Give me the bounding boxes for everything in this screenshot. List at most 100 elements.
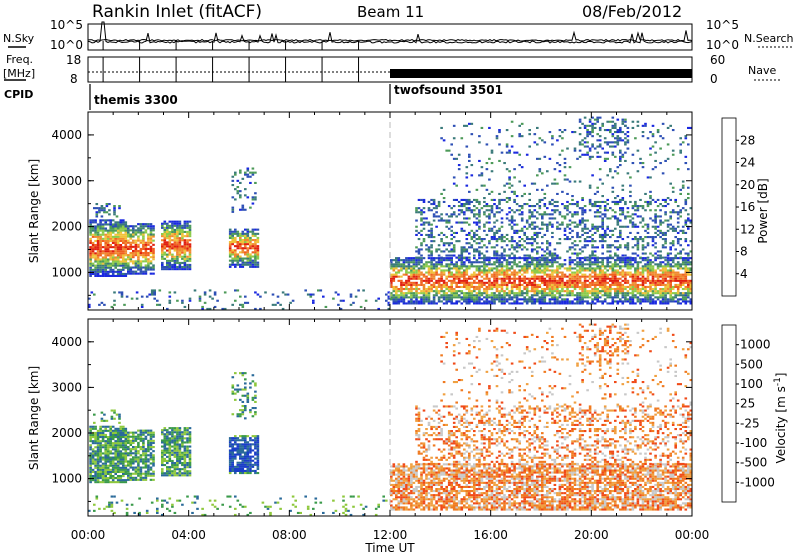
echo-cell [566,267,569,270]
echo-cell [601,263,604,266]
echo-cell [470,292,474,295]
echo-cell [91,229,95,232]
echo-cell [581,265,584,268]
echo-cell [621,225,625,228]
echo-cell [603,141,607,144]
echo-cell [508,263,511,266]
echo-cell [228,247,232,250]
echo-cell [420,219,423,222]
echo-cell [139,264,143,267]
echo-cell [510,246,514,249]
echo-cell [513,292,516,295]
echo-cell [543,269,547,272]
echo-cell [490,298,494,301]
echo-cell [588,263,592,266]
echo-cell [94,270,97,273]
echo-cell [198,295,202,298]
echo-cell [490,283,494,286]
echo-cell [616,269,620,272]
echo-cell [636,149,640,152]
echo-cell [427,254,431,257]
echo-cell [236,192,240,195]
echo-cell [593,275,597,278]
echo-cell [631,162,635,165]
echo-cell [556,221,559,224]
echo-cell [659,221,662,224]
echo-cell [178,237,182,240]
echo-cell [508,261,511,264]
echo-cell [571,229,574,232]
echo-cell [463,229,466,232]
echo-cell [611,288,615,291]
echo-cell [528,267,531,270]
echo-cell [485,143,489,146]
echo-cell [410,298,413,301]
echo-cell [111,239,115,242]
echo-cell [619,290,622,293]
echo-cell [578,269,582,272]
echo-cell [241,206,245,209]
echo-cell [147,235,150,238]
echo-cell [485,288,489,291]
echo-cell [435,263,438,266]
echo-cell [181,301,184,304]
echo-cell [621,300,625,303]
echo-cell [432,200,436,203]
echo-cell [478,261,481,264]
echo-cell [137,227,140,230]
echo-cell [591,257,594,260]
echo-cell [390,292,393,295]
echo-cell [611,190,615,193]
echo-cell [473,248,476,251]
echo-cell [687,269,690,272]
echo-cell [621,207,625,210]
echo-cell [127,239,130,242]
echo-cell [122,262,125,265]
echo-cell [183,268,187,271]
echo-cell [432,296,436,299]
echo-cell [528,265,531,268]
echo-cell [536,285,539,288]
echo-cell [664,246,667,249]
echo-cell [591,269,594,272]
echo-cell [334,291,338,294]
echo-cell [551,271,554,274]
echo-cell [480,240,484,243]
echo-cell [674,265,677,268]
echo-cell [468,267,471,270]
echo-cell [228,251,232,254]
echo-cell [533,290,537,293]
echo-cell [231,251,234,254]
echo-cell [447,219,451,222]
echo-cell [152,268,155,271]
echo-cell [503,190,506,193]
echo-cell [603,279,607,282]
echo-cell [669,223,672,226]
echo-cell [420,300,423,303]
echo-cell [538,271,542,274]
echo-cell [312,301,315,304]
echo-cell [510,215,514,218]
echo-cell [598,155,602,158]
echo-cell [596,290,599,293]
echo-cell [488,294,491,297]
echo-cell [480,298,484,301]
echo-cell [661,275,665,278]
echo-cell [525,288,529,291]
echo-cell [495,279,499,282]
echo-cell [523,257,526,260]
echo-cell [437,281,441,284]
echo-cell [463,248,466,251]
echo-cell [581,298,584,301]
echo-cell [533,283,537,286]
echo-cell [689,240,693,243]
echo-cell [508,197,511,200]
echo-cell [598,261,602,264]
echo-cell [609,294,612,297]
echo-cell [417,300,421,303]
echo-cell [137,264,140,267]
echo-cell [576,223,579,226]
echo-cell [596,200,599,203]
echo-cell [674,273,677,276]
echo-cell [163,241,167,244]
